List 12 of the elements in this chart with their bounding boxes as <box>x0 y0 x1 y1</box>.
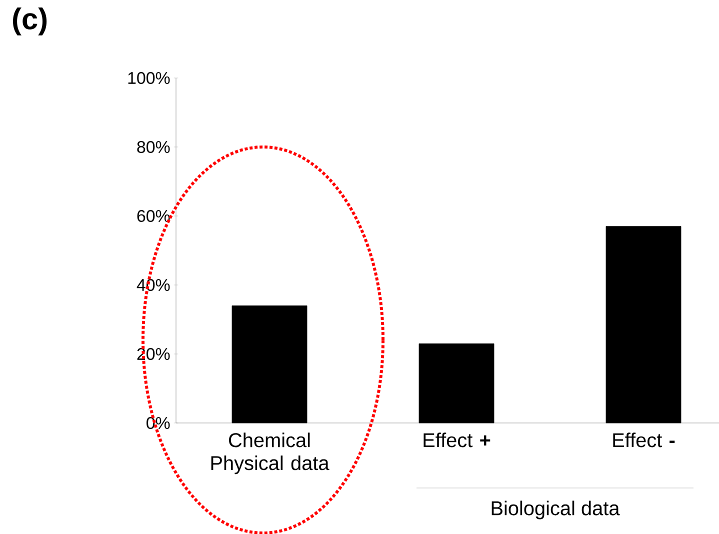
bar <box>606 226 682 424</box>
x-tick-label: Effect - <box>613 432 675 448</box>
y-tick-label: 100% <box>128 72 170 84</box>
bar <box>232 305 308 424</box>
chart-title: (c) <box>13 8 47 36</box>
x-tick-label: Effect + <box>424 432 490 448</box>
y-tick-label: 60% <box>137 210 170 222</box>
text: Biological data <box>492 500 620 520</box>
y-tick-label: 20% <box>137 348 170 360</box>
y-tick-label: 80% <box>137 140 170 153</box>
x-tick-label: Chemical Physical data <box>211 432 330 474</box>
bar <box>418 343 494 424</box>
